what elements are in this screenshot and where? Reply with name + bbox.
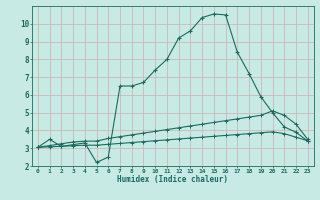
X-axis label: Humidex (Indice chaleur): Humidex (Indice chaleur) <box>117 175 228 184</box>
